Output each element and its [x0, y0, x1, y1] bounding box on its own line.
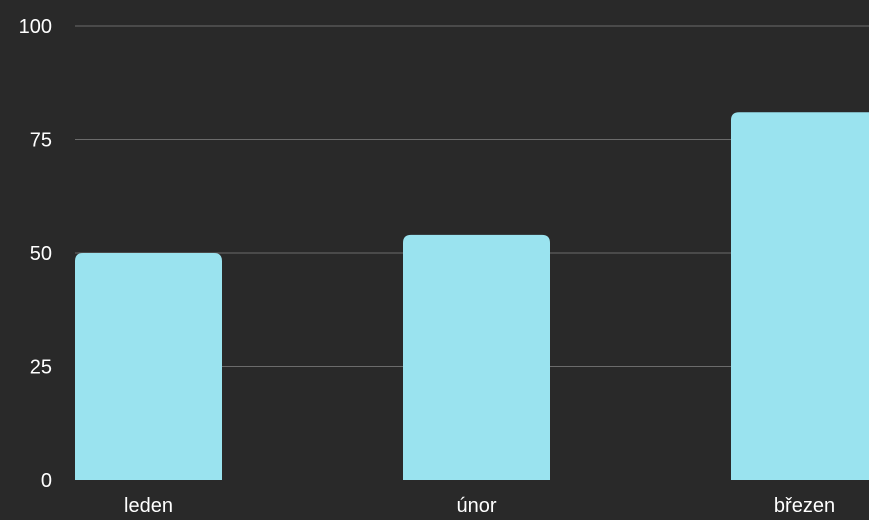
bar-březen — [731, 112, 869, 480]
y-tick-label: 50 — [30, 243, 52, 265]
bar-leden — [75, 253, 222, 480]
y-tick-label: 25 — [30, 357, 52, 379]
y-axis-tick-labels: 0 25 50 75 100 — [19, 16, 52, 492]
bars — [75, 112, 869, 480]
x-category-label: leden — [124, 495, 173, 517]
y-tick-label: 75 — [30, 130, 52, 152]
y-tick-label: 100 — [19, 16, 52, 38]
y-tick-label: 0 — [41, 470, 52, 492]
x-axis-category-labels: leden únor březen — [124, 495, 835, 517]
x-category-label: březen — [774, 495, 835, 517]
bar-únor — [403, 234, 550, 480]
x-category-label: únor — [456, 495, 496, 517]
